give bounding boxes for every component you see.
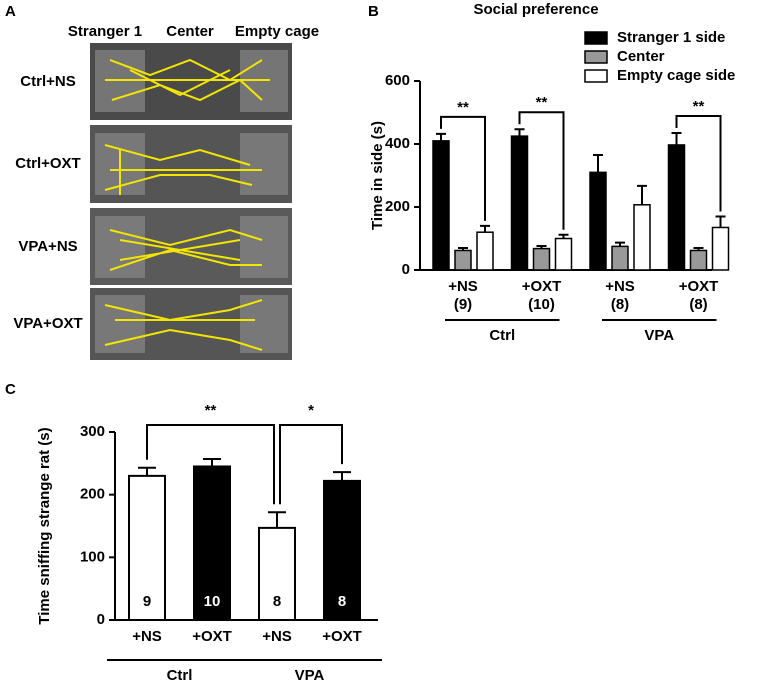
column-label: Empty cage <box>235 23 319 40</box>
y-tick-label: 200 <box>385 198 410 215</box>
y-axis-label: Time in side (s) <box>369 121 386 230</box>
n-label: 8 <box>338 593 346 610</box>
bar <box>667 144 686 271</box>
x-tick-label: +NS <box>132 628 162 645</box>
significance-bracket <box>675 114 722 212</box>
panel-label: B <box>368 3 379 20</box>
error-bar <box>671 131 682 145</box>
x-tick-label: +NS <box>605 278 635 295</box>
column-label: Stranger 1 <box>68 23 142 40</box>
n-label: 9 <box>143 593 151 610</box>
row-label: VPA+NS <box>18 238 77 255</box>
error-bar <box>458 246 468 251</box>
x-tick-label: +OXT <box>322 628 362 645</box>
legend-label: Stranger 1 side <box>617 29 725 46</box>
comparison-bracket <box>146 424 275 505</box>
n-label: (8) <box>689 296 707 313</box>
legend-label: Empty cage side <box>617 67 735 84</box>
legend-swatch <box>584 69 608 83</box>
error-bar <box>203 457 221 467</box>
bar <box>532 247 551 271</box>
x-tick-label: +NS <box>448 278 478 295</box>
significance-label: ** <box>457 99 469 116</box>
bar <box>711 226 730 271</box>
error-bar <box>715 215 726 228</box>
bar <box>432 140 450 271</box>
bar <box>510 135 529 271</box>
error-bar <box>514 128 525 137</box>
y-tick-label: 600 <box>385 72 410 89</box>
panel-label: C <box>5 381 16 398</box>
row-label: Ctrl+NS <box>20 73 75 90</box>
bar <box>633 204 651 271</box>
x-tick-label: +OXT <box>522 278 562 295</box>
legend-swatch <box>584 50 608 64</box>
error-bar <box>615 241 625 247</box>
chart-title: Social preference <box>473 1 598 18</box>
bar <box>476 231 494 271</box>
x-tick-label: +OXT <box>679 278 719 295</box>
bar <box>554 237 573 271</box>
error-bar <box>593 154 603 173</box>
n-label: 8 <box>273 593 281 610</box>
legend-label: Center <box>617 48 665 65</box>
error-bar <box>637 184 647 205</box>
bar <box>323 479 361 621</box>
y-tick-label: 300 <box>80 423 105 440</box>
panel-label: A <box>5 3 16 20</box>
comparison-label: * <box>308 402 314 419</box>
y-tick-label: 0 <box>97 611 105 628</box>
error-bar <box>333 471 351 481</box>
error-bar <box>480 224 490 233</box>
comparison-label: ** <box>205 402 217 419</box>
comparison-bracket <box>279 424 343 505</box>
y-axis-label: Time sniffing strange rat (s) <box>36 427 53 624</box>
bar <box>454 249 472 271</box>
error-bar <box>138 466 156 476</box>
y-tick-label: 200 <box>80 486 105 503</box>
significance-label: ** <box>536 94 548 111</box>
y-tick-label: 100 <box>80 548 105 565</box>
x-tick-label: +NS <box>262 628 292 645</box>
y-tick-label: 0 <box>402 261 410 278</box>
bar <box>258 526 296 622</box>
bar <box>611 245 629 271</box>
bar <box>128 474 166 621</box>
error-bar <box>558 233 569 239</box>
error-bar <box>436 132 446 141</box>
significance-bracket <box>518 111 565 230</box>
bar <box>589 171 607 271</box>
legend-swatch <box>584 31 608 45</box>
n-label: (9) <box>454 296 472 313</box>
error-bar <box>536 245 547 249</box>
group-label: VPA <box>295 667 325 684</box>
group-label: Ctrl <box>489 327 515 344</box>
group-label: Ctrl <box>167 667 193 684</box>
y-tick-label: 400 <box>385 135 410 152</box>
significance-bracket <box>440 115 486 221</box>
row-label: VPA+OXT <box>13 315 82 332</box>
row-label: Ctrl+OXT <box>15 155 80 172</box>
significance-label: ** <box>693 98 705 115</box>
error-bar <box>693 246 704 251</box>
bar <box>689 249 708 271</box>
group-label: VPA <box>644 327 674 344</box>
panel-a-images <box>90 43 292 360</box>
x-tick-label: +OXT <box>192 628 232 645</box>
column-label: Center <box>166 23 214 40</box>
n-label: (8) <box>611 296 629 313</box>
error-bar <box>268 511 286 528</box>
bar <box>193 465 231 622</box>
n-label: (10) <box>528 296 555 313</box>
n-label: 10 <box>204 593 221 610</box>
